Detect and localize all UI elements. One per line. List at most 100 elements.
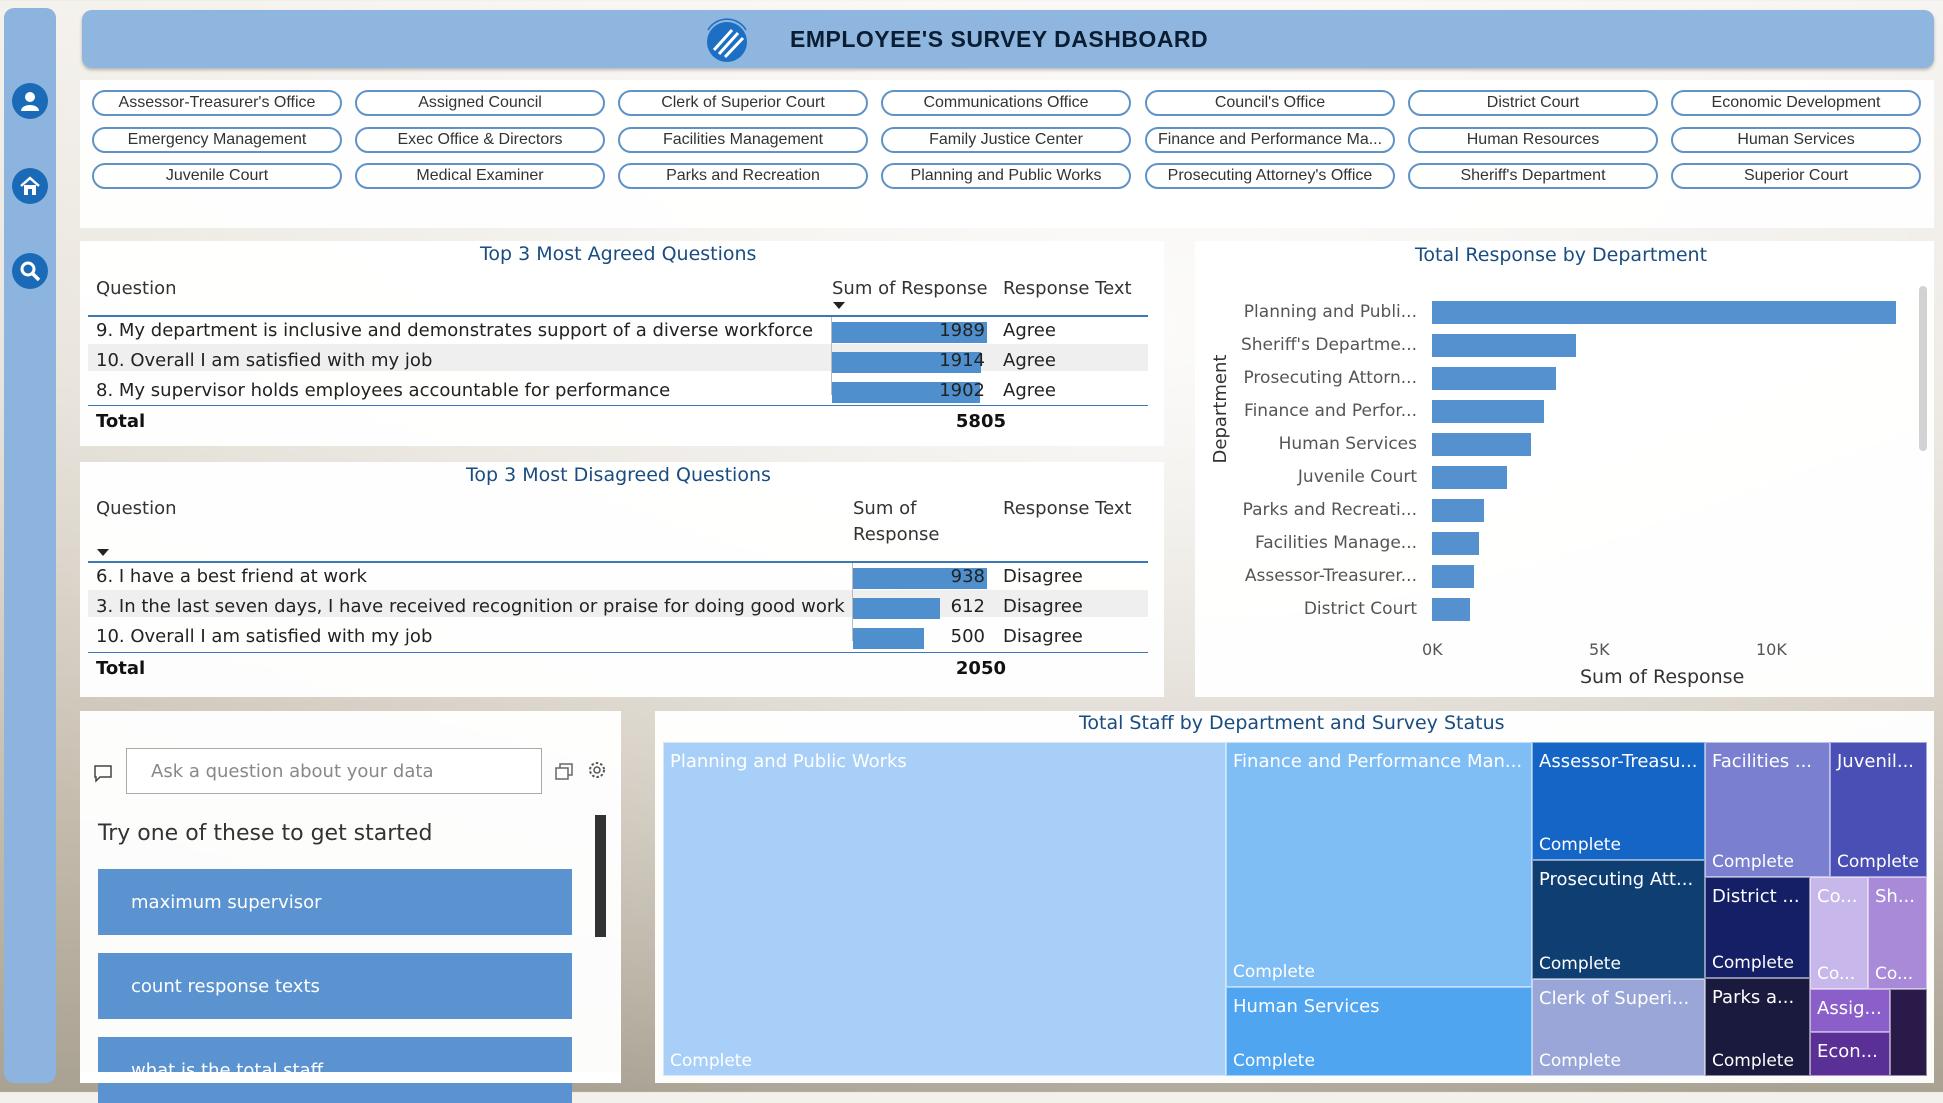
agreed-row-question: 10. Overall I am satisfied with my job <box>96 350 433 371</box>
disagreed-row-value: 938 <box>950 566 985 587</box>
treemap-tile[interactable]: Human Services Complete <box>1226 987 1532 1076</box>
disagreed-questions-card: Top 3 Most Disagreed Questions Question … <box>80 462 1164 697</box>
qa-scrollbar[interactable] <box>595 815 606 937</box>
department-pill[interactable]: Clerk of Superior Court <box>618 90 868 116</box>
department-pill[interactable]: Superior Court <box>1671 163 1921 189</box>
bar-mark[interactable] <box>1432 466 1507 489</box>
treemap-tile-name: Finance and Performance Man... <box>1233 751 1523 772</box>
agreed-col-response-text[interactable]: Response Text <box>1003 278 1132 299</box>
bar-mark[interactable] <box>1432 433 1531 456</box>
chat-icon[interactable] <box>93 763 113 783</box>
home-icon[interactable] <box>12 168 48 204</box>
bar-mark[interactable] <box>1432 565 1474 588</box>
department-pill[interactable]: Family Justice Center <box>881 127 1131 153</box>
bar-mark[interactable] <box>1432 367 1556 390</box>
nav-rail <box>4 8 56 1083</box>
department-pill[interactable]: Communications Office <box>881 90 1131 116</box>
treemap-tile[interactable]: District ... Complete <box>1705 877 1810 978</box>
qa-input[interactable]: Ask a question about your data <box>126 748 542 794</box>
treemap-tile-status: Complete <box>1539 1051 1621 1071</box>
treemap-tile[interactable]: Assig... <box>1810 989 1890 1032</box>
qa-suggestion-button[interactable]: maximum supervisor <box>98 869 572 935</box>
qa-prompt: Try one of these to get started <box>98 821 433 846</box>
department-pill[interactable]: Human Services <box>1671 127 1921 153</box>
agreed-col-divider <box>831 317 832 395</box>
treemap-tile[interactable]: Juvenil... Complete <box>1830 742 1927 877</box>
bar-category-label: Planning and Publi... <box>1243 302 1417 322</box>
treemap-tile[interactable]: Parks a... Complete <box>1705 978 1810 1076</box>
bar-category-label: Parks and Recreati... <box>1242 500 1417 520</box>
agreed-total-line <box>88 405 1148 406</box>
agreed-col-question[interactable]: Question <box>96 278 177 299</box>
copy-icon[interactable] <box>553 760 575 782</box>
treemap-tile[interactable]: Assessor-Treasu... Complete <box>1532 742 1705 860</box>
department-pill[interactable]: Parks and Recreation <box>618 163 868 189</box>
department-pill[interactable]: Human Resources <box>1408 127 1658 153</box>
page-title: EMPLOYEE'S SURVEY DASHBOARD <box>790 26 1209 52</box>
treemap-tile-name: Assig... <box>1817 998 1882 1019</box>
treemap-tile[interactable]: Facilities ... Complete <box>1705 742 1830 877</box>
bar-mark[interactable] <box>1432 532 1479 555</box>
treemap-tile[interactable]: Econ... <box>1810 1032 1890 1076</box>
agreed-row-value: 1989 <box>939 320 985 341</box>
disagreed-col-question[interactable]: Question <box>96 498 177 519</box>
bar-mark[interactable] <box>1432 499 1484 522</box>
disagreed-row-value-bar <box>853 628 924 649</box>
treemap-tile[interactable]: Sh... Co... <box>1868 877 1927 989</box>
treemap-tile[interactable] <box>1890 989 1927 1076</box>
treemap-tile-name: Planning and Public Works <box>670 751 907 772</box>
department-pill[interactable]: Sheriff's Department <box>1408 163 1658 189</box>
treemap-tile-name: Clerk of Superi... <box>1539 988 1690 1009</box>
agreed-col-sum[interactable]: Sum of Response <box>832 278 988 299</box>
agreed-header-line <box>88 315 1148 317</box>
bar-mark[interactable] <box>1432 400 1544 423</box>
bar-category-label: Assessor-Treasurer... <box>1244 566 1417 586</box>
disagreed-col-sum-line2[interactable]: Response <box>853 524 940 545</box>
disagreed-row-response-text: Disagree <box>1003 626 1083 647</box>
treemap-tile-name: District ... <box>1712 886 1800 907</box>
treemap-tile[interactable]: Planning and Public Works Complete <box>663 742 1226 1076</box>
department-pill[interactable]: Juvenile Court <box>92 163 342 189</box>
qa-suggestion-button[interactable]: count response texts <box>98 953 572 1019</box>
treemap-tile-name: Juvenil... <box>1837 751 1915 772</box>
department-pill[interactable]: Exec Office & Directors <box>355 127 605 153</box>
user-icon[interactable] <box>12 83 48 119</box>
agreed-table-title: Top 3 Most Agreed Questions <box>480 243 757 265</box>
qa-suggestion-button[interactable]: what is the total staff <box>98 1037 572 1103</box>
treemap-tile[interactable]: Prosecuting Att... Complete <box>1532 860 1705 979</box>
agreed-row-question: 9. My department is inclusive and demons… <box>96 320 814 341</box>
treemap-tile[interactable]: Clerk of Superi... Complete <box>1532 979 1705 1076</box>
department-pill[interactable]: Economic Development <box>1671 90 1921 116</box>
bar-category-label: Human Services <box>1278 434 1417 454</box>
treemap-tile-name: Co... <box>1817 886 1858 907</box>
agreed-row-response-text: Agree <box>1003 380 1056 401</box>
gear-icon[interactable] <box>588 761 606 779</box>
department-pill[interactable]: Prosecuting Attorney's Office <box>1145 163 1395 189</box>
bar-mark[interactable] <box>1432 301 1896 324</box>
department-pill[interactable]: Emergency Management <box>92 127 342 153</box>
disagreed-col-sum-line1[interactable]: Sum of <box>853 498 917 519</box>
chart-x-axis-label: Sum of Response <box>1580 666 1745 688</box>
agreed-row-response-text: Agree <box>1003 320 1056 341</box>
department-pill[interactable]: Finance and Performance Ma... <box>1145 127 1395 153</box>
sort-arrow-icon <box>833 302 845 309</box>
department-pill[interactable]: Assigned Council <box>355 90 605 116</box>
bar-category-label: Facilities Manage... <box>1255 533 1417 553</box>
treemap-tile-status: Complete <box>1539 954 1621 974</box>
department-pill[interactable]: Council's Office <box>1145 90 1395 116</box>
search-icon[interactable] <box>12 253 48 289</box>
bar-mark[interactable] <box>1432 598 1470 621</box>
department-pill[interactable]: Medical Examiner <box>355 163 605 189</box>
disagreed-col-response-text[interactable]: Response Text <box>1003 498 1132 519</box>
bar-mark[interactable] <box>1432 334 1576 357</box>
agreed-row-value-bar <box>832 322 987 343</box>
treemap-tile[interactable]: Finance and Performance Man... Complete <box>1226 742 1532 987</box>
chart-scrollbar[interactable] <box>1919 286 1927 451</box>
department-pill[interactable]: Assessor-Treasurer's Office <box>92 90 342 116</box>
department-pill[interactable]: Planning and Public Works <box>881 163 1131 189</box>
treemap-tile-name: Facilities ... <box>1712 751 1813 772</box>
department-pill[interactable]: Facilities Management <box>618 127 868 153</box>
treemap-tile[interactable]: Co... Co... <box>1810 877 1868 989</box>
department-pill[interactable]: District Court <box>1408 90 1658 116</box>
disagreed-row-value: 500 <box>950 626 985 647</box>
